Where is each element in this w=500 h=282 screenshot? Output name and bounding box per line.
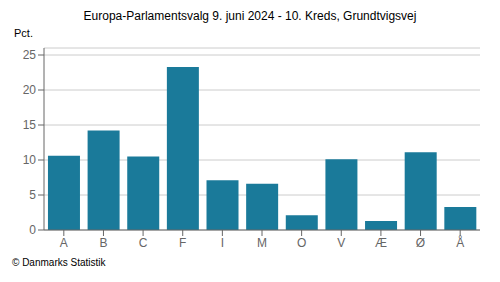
svg-text:A: A (60, 236, 68, 250)
html-text:Pct.: Pct. (14, 27, 33, 39)
html-text:Europa-Parlamentsvalg 9. juni: Europa-Parlamentsvalg 9. juni 2024 - 10.… (83, 9, 417, 23)
svg-text:V: V (337, 236, 345, 250)
svg-text:Å: Å (456, 235, 464, 250)
svg-text:F: F (179, 236, 186, 250)
svg-text:10: 10 (23, 153, 37, 167)
svg-text:I: I (221, 236, 224, 250)
svg-text:B: B (99, 236, 107, 250)
svg-text:0: 0 (29, 223, 36, 237)
svg-text:25: 25 (23, 48, 37, 62)
svg-text:M: M (257, 236, 267, 250)
svg-text:5: 5 (29, 188, 36, 202)
html-text:© Danmarks Statistik: © Danmarks Statistik (12, 257, 106, 268)
svg-text:C: C (139, 236, 148, 250)
svg-text:15: 15 (23, 118, 37, 132)
svg-text:20: 20 (23, 83, 37, 97)
svg-text:O: O (297, 236, 306, 250)
svg-text:Æ: Æ (375, 236, 387, 250)
svg-text:Ø: Ø (416, 236, 425, 250)
